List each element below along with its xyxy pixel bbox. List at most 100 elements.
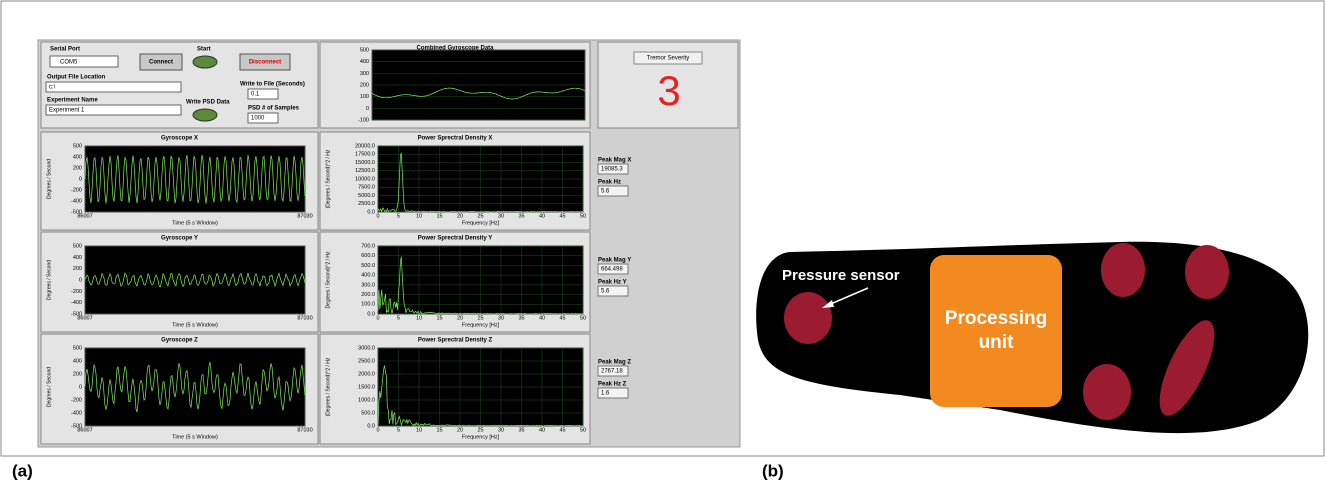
- panel-label: (a): [12, 461, 33, 480]
- indicator-value: 1.6: [601, 391, 610, 397]
- y-tick-label: -100: [358, 117, 369, 123]
- button-label[interactable]: Connect: [149, 60, 173, 66]
- figure: Pressure sensor (a) (b) Serial PortCOM5C…: [0, 0, 1326, 499]
- label: Output File Location: [47, 75, 106, 81]
- toggle[interactable]: [193, 109, 217, 121]
- x-tick-label: 20: [457, 427, 463, 433]
- field-value: 1000: [251, 116, 265, 122]
- toggle[interactable]: [193, 56, 217, 68]
- y-tick-label: -200: [71, 397, 82, 403]
- label: Write to File (Seconds): [240, 82, 305, 88]
- processing-unit-label: Processing unit: [930, 255, 1062, 407]
- x-axis-label: Frequency [Hz]: [462, 322, 500, 328]
- field-value: 0.1: [251, 92, 260, 98]
- x-tick-label: 10: [416, 213, 422, 219]
- x-tick-label: 87030: [297, 315, 312, 321]
- x-tick-label: 0: [376, 213, 379, 219]
- x-tick-label: 40: [539, 213, 545, 219]
- y-axis-label: Degrees / Second)^2 / Hz: [325, 251, 331, 309]
- x-tick-label: 45: [559, 315, 565, 321]
- y-axis-label: (Degrees / Second)^2 / Hz: [325, 357, 331, 416]
- x-tick-label: 50: [580, 315, 586, 321]
- severity-label: Tremor Severity: [647, 56, 689, 62]
- x-tick-label: 25: [477, 315, 483, 321]
- y-tick-label: 400: [73, 358, 82, 364]
- indicator-value: 2767.18: [601, 369, 623, 375]
- x-axis-label: Time (5 s Window): [172, 220, 218, 226]
- y-tick-label: 0.0: [367, 423, 375, 429]
- y-tick-label: 20000.0: [355, 143, 375, 149]
- sensor: [1101, 243, 1145, 297]
- peak-label: Peak Hz: [598, 180, 621, 186]
- y-tick-label: 7500.0: [358, 185, 375, 191]
- graph-title: Gyroscope Z: [161, 338, 198, 344]
- y-tick-label: 15000.0: [355, 160, 375, 166]
- graph-title: Power Sprectral Density Y: [418, 236, 493, 242]
- x-tick-label: 30: [498, 315, 504, 321]
- y-tick-label: 500.0: [361, 410, 375, 416]
- y-tick-label: 200: [73, 165, 82, 171]
- sensor-label: Pressure sensor: [782, 267, 900, 284]
- x-tick-label: 25: [477, 427, 483, 433]
- indicator-value: 19085.3: [601, 167, 623, 173]
- x-tick-label: 86007: [77, 427, 92, 433]
- peak-label: Peak Mag X: [598, 158, 631, 164]
- y-tick-label: 300.0: [361, 282, 375, 288]
- y-tick-label: 500: [73, 143, 82, 149]
- x-tick-label: 0: [376, 315, 379, 321]
- y-tick-label: 500: [73, 345, 82, 351]
- y-tick-label: 400: [360, 59, 369, 65]
- y-tick-label: 200.0: [361, 292, 375, 298]
- peak-label: Peak Hz Z: [598, 382, 627, 388]
- peak-label: Peak Mag Z: [598, 360, 631, 366]
- x-axis-label: Time (5 s Window): [172, 322, 218, 328]
- dropdown-value: COM5: [60, 60, 78, 66]
- x-tick-label: 35: [518, 427, 524, 433]
- y-tick-label: 500: [73, 243, 82, 249]
- y-tick-label: 0: [79, 277, 82, 283]
- button-label[interactable]: Disconnect: [249, 60, 281, 66]
- x-tick-label: 35: [518, 315, 524, 321]
- y-axis-label: Degrees / Second: [46, 260, 52, 300]
- x-tick-label: 5: [397, 427, 400, 433]
- y-tick-label: 100.0: [361, 302, 375, 308]
- x-tick-label: 5: [397, 213, 400, 219]
- y-tick-label: -400: [71, 198, 82, 204]
- graph-title: Gyroscope Y: [161, 236, 198, 242]
- x-tick-label: 50: [580, 427, 586, 433]
- y-tick-label: 400: [73, 255, 82, 261]
- x-tick-label: 10: [416, 315, 422, 321]
- y-tick-label: 0: [79, 384, 82, 390]
- graph-title: Gyroscope X: [161, 136, 198, 142]
- x-tick-label: 50: [580, 213, 586, 219]
- x-axis-label: Frequency [Hz]: [462, 220, 500, 226]
- y-tick-label: 200: [73, 266, 82, 272]
- x-tick-label: 87030: [297, 213, 312, 219]
- panel-label: (b): [762, 461, 784, 480]
- x-tick-label: 15: [436, 427, 442, 433]
- y-tick-label: 0.0: [367, 311, 375, 317]
- field-value: c:\: [49, 85, 56, 91]
- x-tick-label: 10: [416, 427, 422, 433]
- text-field[interactable]: [46, 82, 181, 92]
- label: Start: [197, 47, 211, 53]
- y-tick-label: 300: [360, 71, 369, 77]
- y-tick-label: 200: [360, 82, 369, 88]
- x-tick-label: 40: [539, 315, 545, 321]
- severity-value: 3: [657, 67, 680, 114]
- graph-title: Power Sprectral Density Z: [418, 338, 493, 344]
- y-tick-label: 3000.0: [358, 345, 375, 351]
- y-tick-label: -200: [71, 187, 82, 193]
- graph-title: Power Sprectral Density X: [418, 136, 493, 142]
- sensor: [784, 292, 832, 344]
- y-tick-label: 500: [360, 47, 369, 53]
- plot-area: [85, 348, 305, 426]
- x-tick-label: 15: [436, 213, 442, 219]
- x-tick-label: 20: [457, 213, 463, 219]
- y-tick-label: 600.0: [361, 253, 375, 259]
- y-axis-label: (Degrees / Second)^2 / Hz: [325, 149, 331, 208]
- x-tick-label: 15: [436, 315, 442, 321]
- x-axis-label: Frequency [Hz]: [462, 434, 500, 440]
- x-tick-label: 20: [457, 315, 463, 321]
- indicator-value: 664.498: [601, 267, 623, 273]
